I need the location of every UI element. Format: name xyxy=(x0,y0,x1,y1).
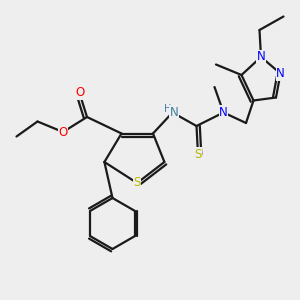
Text: O: O xyxy=(75,86,84,100)
Text: H: H xyxy=(164,104,172,114)
Text: N: N xyxy=(256,50,266,64)
Text: N: N xyxy=(276,67,285,80)
Text: O: O xyxy=(58,125,68,139)
Text: S: S xyxy=(134,176,141,190)
Text: S: S xyxy=(194,148,202,161)
Text: N: N xyxy=(169,106,178,119)
Text: N: N xyxy=(219,106,228,119)
